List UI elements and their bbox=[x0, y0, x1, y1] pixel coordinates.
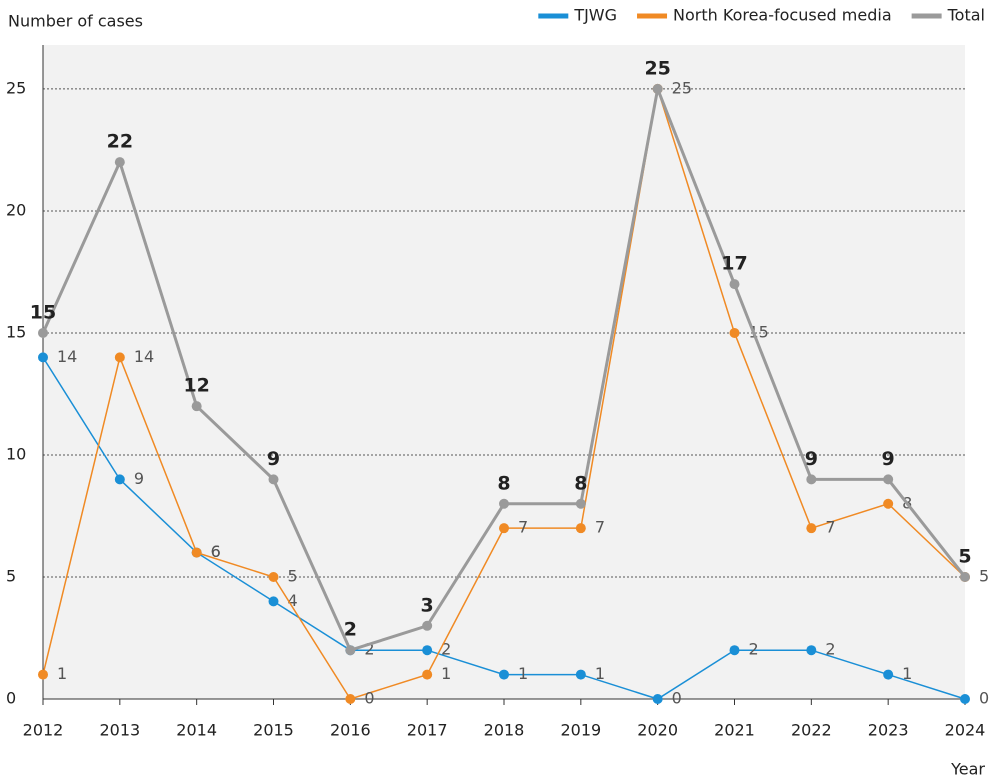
x-tick-label: 2021 bbox=[714, 721, 755, 740]
x-tick-label: 2013 bbox=[99, 721, 140, 740]
data-label: 5 bbox=[958, 545, 971, 567]
y-axis-label: Number of cases bbox=[8, 12, 143, 31]
data-label: 1 bbox=[57, 664, 67, 683]
data-label: 3 bbox=[421, 594, 434, 616]
point bbox=[729, 327, 740, 338]
y-tick-label: 5 bbox=[6, 566, 16, 585]
point bbox=[38, 669, 48, 680]
y-tick-label: 25 bbox=[6, 78, 26, 97]
point bbox=[806, 523, 817, 534]
data-label: 5 bbox=[979, 566, 989, 585]
point bbox=[729, 279, 740, 290]
data-label: 9 bbox=[134, 469, 144, 488]
data-label: 4 bbox=[288, 591, 298, 610]
data-label: 15 bbox=[30, 301, 56, 323]
point bbox=[191, 547, 202, 558]
data-label: 2 bbox=[749, 640, 759, 659]
data-label: 25 bbox=[672, 78, 692, 97]
plot-area bbox=[43, 45, 965, 699]
point bbox=[38, 352, 48, 363]
legend-label: Total bbox=[947, 6, 985, 25]
x-axis-label: Year bbox=[950, 760, 985, 779]
data-label: 7 bbox=[518, 518, 528, 537]
point bbox=[499, 669, 509, 680]
data-label: 14 bbox=[134, 347, 154, 366]
legend-label: TJWG bbox=[573, 6, 617, 25]
data-label: 6 bbox=[211, 542, 221, 561]
data-label: 0 bbox=[364, 689, 374, 708]
data-label: 22 bbox=[107, 131, 133, 153]
point bbox=[268, 474, 279, 485]
point bbox=[575, 669, 586, 680]
data-label: 2 bbox=[344, 619, 357, 641]
data-label: 7 bbox=[595, 518, 605, 537]
data-label: 2 bbox=[825, 640, 835, 659]
data-label: 6 bbox=[211, 542, 221, 561]
point bbox=[652, 694, 663, 704]
x-tick-label: 2015 bbox=[253, 721, 294, 740]
data-label: 25 bbox=[644, 57, 670, 79]
data-label: 12 bbox=[183, 375, 209, 397]
y-tick-label: 0 bbox=[6, 689, 16, 708]
point bbox=[575, 523, 586, 534]
point bbox=[806, 474, 817, 485]
x-tick-label: 2020 bbox=[637, 721, 678, 740]
point bbox=[883, 474, 894, 485]
x-tick-label: 2016 bbox=[330, 721, 371, 740]
point bbox=[114, 474, 125, 485]
point bbox=[883, 669, 894, 680]
data-label: 9 bbox=[882, 448, 895, 470]
point bbox=[499, 523, 509, 534]
data-label: 8 bbox=[497, 472, 510, 494]
point bbox=[268, 596, 279, 607]
point bbox=[960, 694, 970, 704]
data-label: 1 bbox=[595, 664, 605, 683]
x-tick-label: 2014 bbox=[176, 721, 217, 740]
x-tick-label: 2022 bbox=[791, 721, 832, 740]
point bbox=[38, 327, 48, 338]
point bbox=[806, 645, 817, 656]
x-tick-label: 2017 bbox=[407, 721, 448, 740]
y-tick-label: 20 bbox=[6, 200, 26, 219]
point bbox=[422, 620, 433, 631]
x-tick-label: 2019 bbox=[560, 721, 601, 740]
data-label: 9 bbox=[805, 448, 818, 470]
data-label: 0 bbox=[979, 689, 989, 708]
point bbox=[652, 83, 663, 94]
x-tick-label: 2024 bbox=[945, 721, 986, 740]
point bbox=[422, 645, 433, 656]
point bbox=[114, 157, 125, 168]
data-label: 1 bbox=[518, 664, 528, 683]
data-label: 17 bbox=[721, 253, 747, 275]
point bbox=[960, 571, 970, 582]
point bbox=[268, 571, 279, 582]
point bbox=[729, 645, 740, 656]
point bbox=[575, 498, 586, 509]
data-label: 8 bbox=[574, 472, 587, 494]
data-label: 14 bbox=[57, 347, 77, 366]
point bbox=[883, 498, 894, 509]
point bbox=[114, 352, 125, 363]
point bbox=[345, 694, 356, 704]
data-label: 0 bbox=[672, 689, 682, 708]
data-label: 2 bbox=[364, 640, 374, 659]
y-tick-label: 10 bbox=[6, 444, 26, 463]
point bbox=[191, 401, 202, 412]
legend-label: North Korea-focused media bbox=[673, 6, 892, 25]
data-label: 2 bbox=[441, 640, 451, 659]
data-label: 1 bbox=[902, 664, 912, 683]
data-label: 1 bbox=[441, 664, 451, 683]
y-tick-label: 15 bbox=[6, 322, 26, 341]
point bbox=[345, 645, 356, 656]
data-label: 9 bbox=[267, 448, 280, 470]
data-label: 5 bbox=[288, 566, 298, 585]
data-label: 7 bbox=[825, 518, 835, 537]
point bbox=[499, 498, 509, 509]
x-tick-label: 2023 bbox=[868, 721, 909, 740]
x-tick-label: 2018 bbox=[484, 721, 525, 740]
x-tick-label: 2012 bbox=[23, 721, 64, 740]
point bbox=[422, 669, 433, 680]
